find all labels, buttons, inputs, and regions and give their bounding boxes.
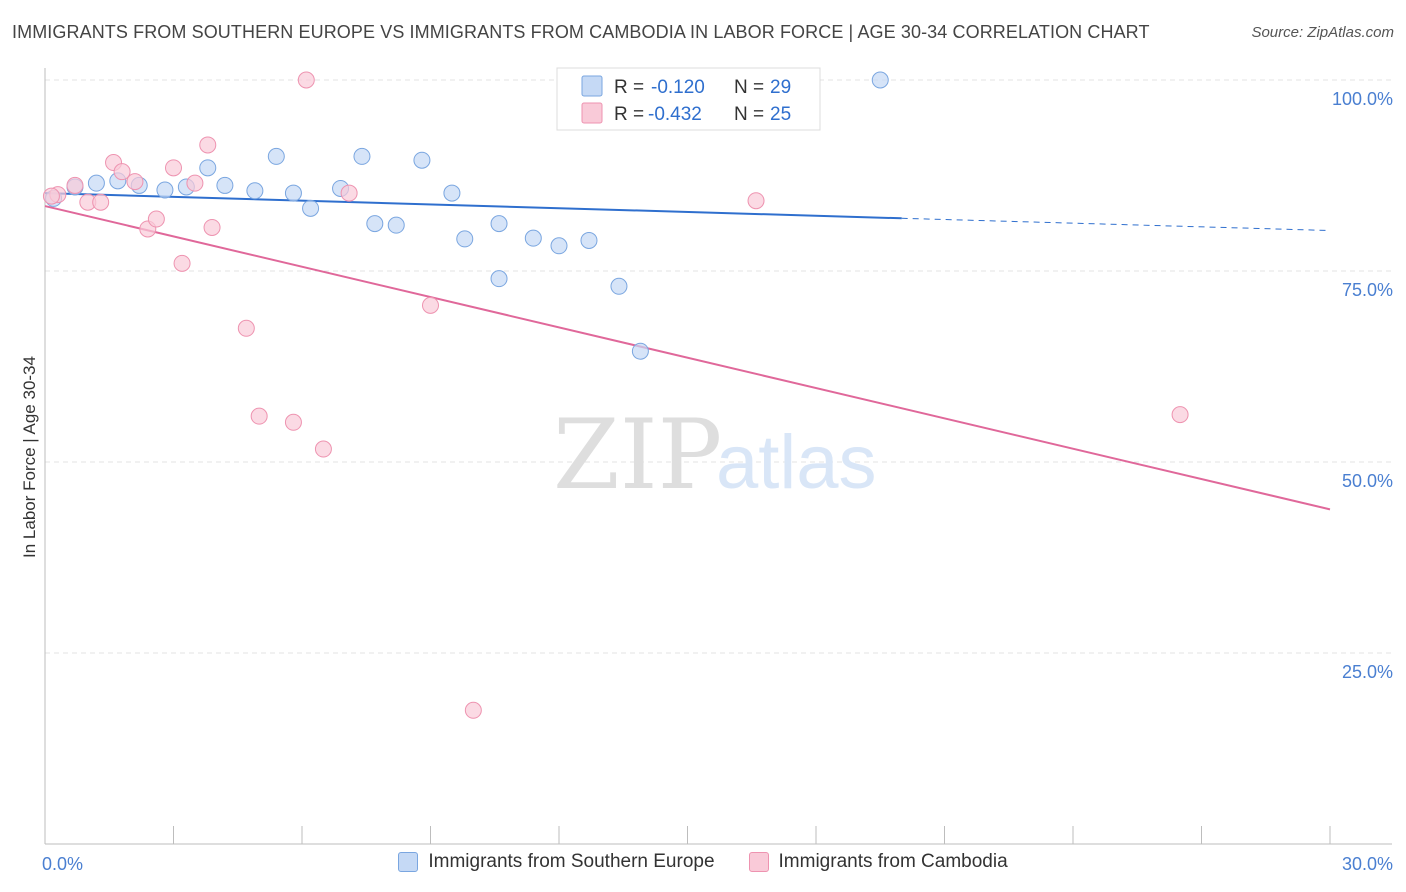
point-pink-22 [747,192,765,210]
stats-legend: R = -0.120 N = 29 R = -0.432 N = 25 [556,67,821,131]
point-pink-11 [186,174,204,192]
data-points [42,71,1189,719]
y-tick-label-75: 75.0% [1342,280,1393,300]
point-blue-12 [302,199,320,217]
point-pink-20 [422,296,439,314]
x-tick-label-0: 0.0% [42,854,83,874]
point-pink-17 [297,71,315,89]
point-blue-9 [246,182,264,200]
legend-blue-r-value: -0.120 [651,77,705,98]
point-pink-16 [284,413,302,431]
legend-blue-n-label: N = [734,77,764,98]
point-blue-17 [413,151,431,169]
legend-pink-r-label: R = [614,104,644,125]
x-tick-label-30: 30.0% [1342,854,1393,874]
y-tick-label-100: 100.0% [1332,89,1393,109]
point-pink-12 [199,136,217,154]
point-blue-27 [871,71,889,89]
point-pink-9 [165,159,182,177]
legend-swatch-blue [581,75,603,97]
point-blue-5 [156,181,174,199]
point-pink-5 [113,163,131,181]
trendline-pink [44,205,1331,511]
point-blue-20 [490,215,508,233]
point-pink-6 [126,173,144,191]
point-blue-26 [631,342,649,360]
legend-item-southern-europe: Immigrants from Southern Europe [398,851,715,873]
tick-labels: 25.0% 50.0% 75.0% 100.0% 0.0% 30.0% [42,89,1393,874]
legend-blue-n-value: 29 [770,77,791,98]
y-tick-label-25: 25.0% [1342,662,1393,682]
point-pink-8 [147,210,165,228]
point-pink-21 [464,701,482,719]
y-tick-label-50: 50.0% [1342,471,1393,491]
point-blue-11 [284,184,302,202]
trendline-extension-blue [901,217,1331,232]
point-pink-13 [203,218,221,236]
watermark-zip: ZIP [553,399,722,511]
point-blue-18 [443,184,461,202]
point-pink-23 [1171,406,1189,424]
point-pink-19 [340,184,358,202]
point-pink-24 [42,187,60,205]
bottom-legend: Immigrants from Southern Europe Immigran… [0,851,1406,873]
point-blue-15 [366,215,384,233]
point-blue-2 [87,174,105,192]
source-label: Source: ZipAtlas.com [1251,24,1394,41]
point-blue-8 [216,176,234,194]
point-pink-14 [237,319,255,337]
watermark-atlas: atlas [716,420,877,505]
point-blue-7 [199,159,217,177]
point-blue-10 [267,147,285,165]
gridlines [45,79,1392,654]
legend-item-cambodia: Immigrants from Cambodia [748,851,1008,873]
point-blue-19 [456,230,474,248]
legend-blue-r-label: R = [614,77,644,98]
legend-label-southern-europe: Immigrants from Southern Europe [428,851,715,872]
legend-swatch-pink [581,102,603,124]
legend-pink-n-label: N = [734,104,764,125]
trendlines [44,192,1331,511]
point-blue-16 [387,216,405,234]
legend-pink-n-value: 25 [770,104,791,125]
point-blue-22 [550,237,568,255]
point-blue-23 [580,231,598,249]
legend-label-cambodia: Immigrants from Cambodia [778,851,1008,872]
point-blue-24 [610,277,628,295]
point-blue-25 [490,270,508,288]
legend-pink-r-value: -0.432 [648,104,702,125]
trendline-blue [44,192,902,220]
point-pink-18 [314,440,332,458]
point-blue-21 [524,229,542,247]
point-pink-1 [66,176,84,194]
point-pink-15 [250,407,268,425]
legend-swatch-cambodia [748,852,769,872]
point-pink-3 [92,193,110,211]
point-blue-14 [353,147,371,165]
point-pink-10 [173,254,191,272]
chart-title: IMMIGRANTS FROM SOUTHERN EUROPE VS IMMIG… [12,22,1150,42]
y-axis-title: In Labor Force | Age 30-34 [20,356,39,558]
legend-swatch-southern-europe [398,852,419,872]
